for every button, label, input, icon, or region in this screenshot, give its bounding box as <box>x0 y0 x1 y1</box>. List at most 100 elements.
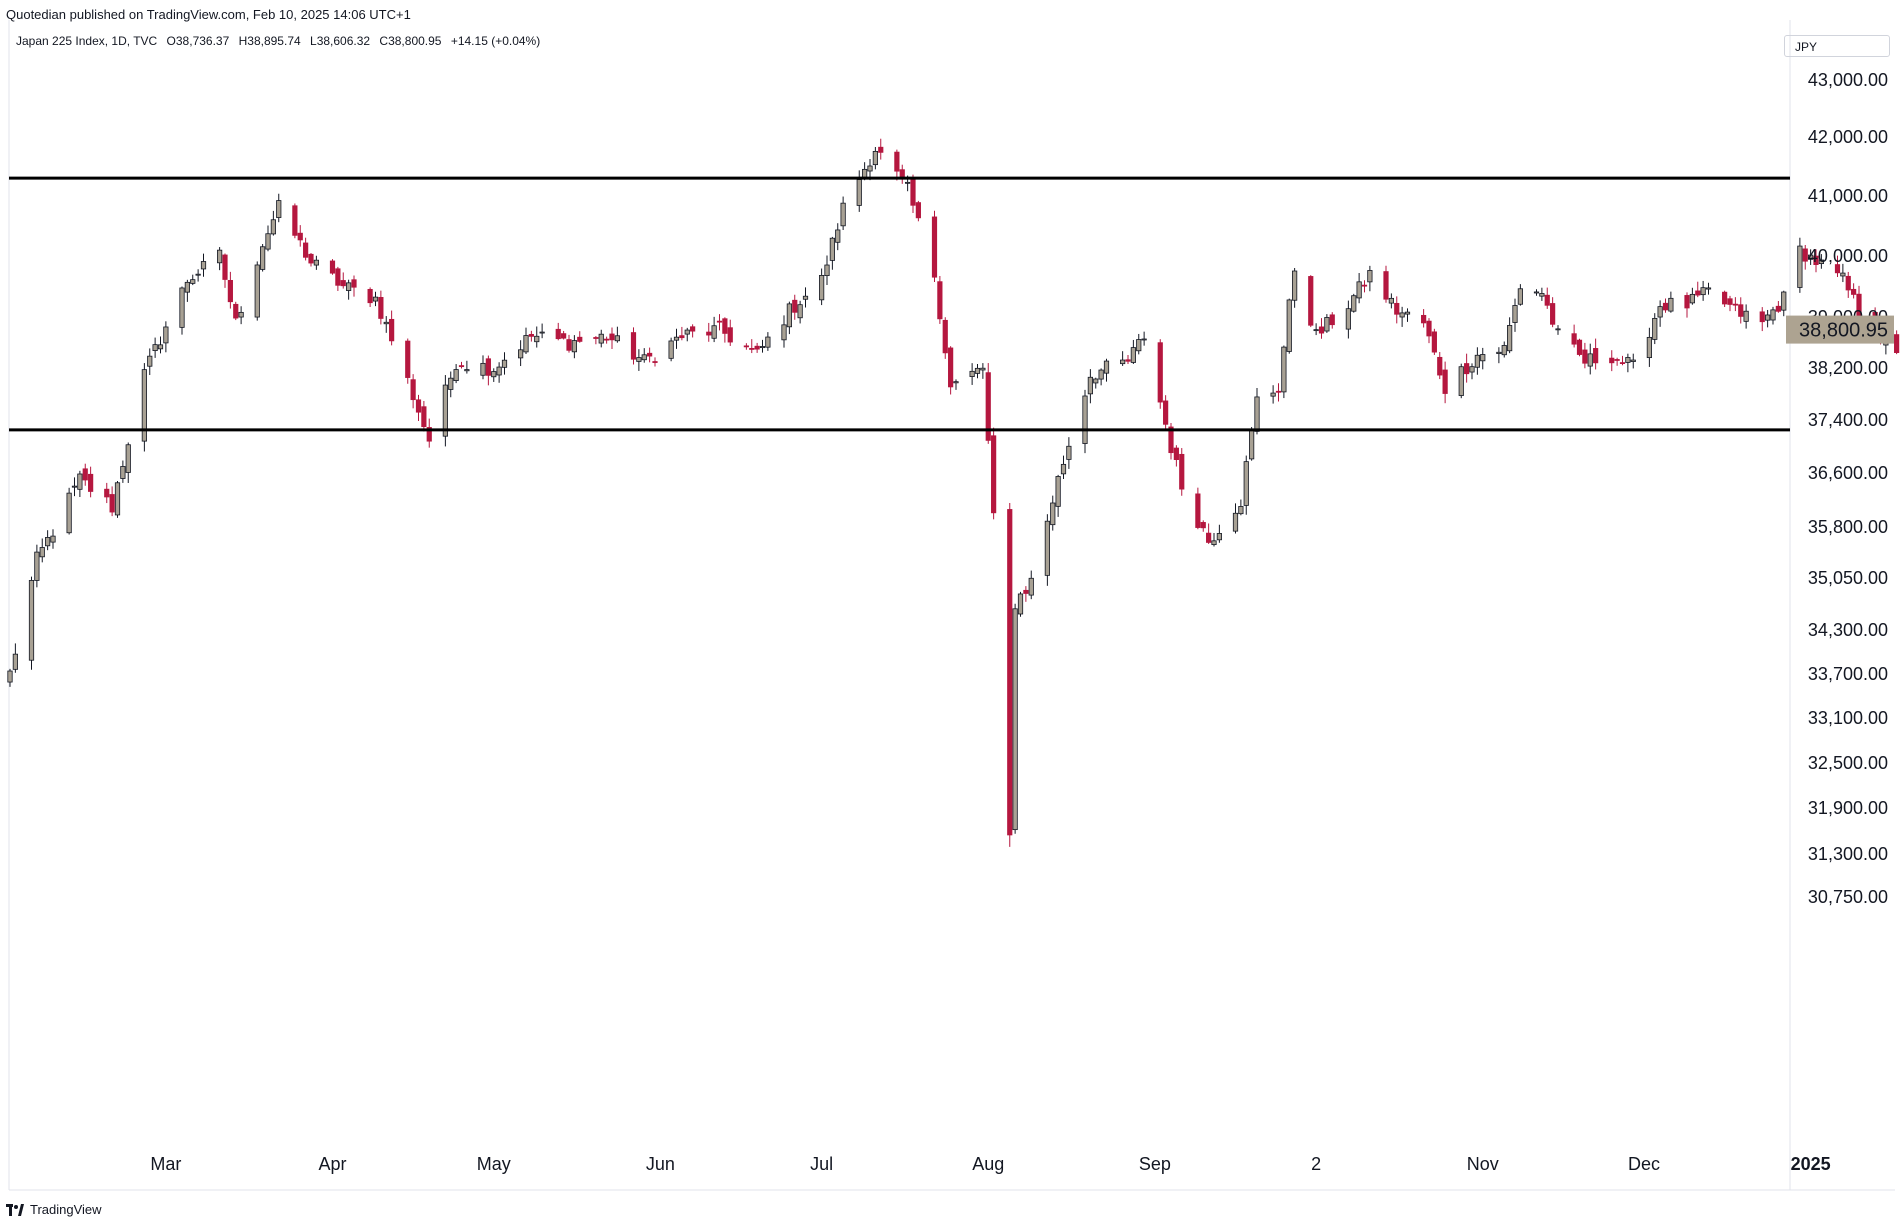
candle-body <box>265 233 271 250</box>
candle-body <box>1797 245 1803 288</box>
candle-body <box>351 279 357 288</box>
candle-body <box>1275 390 1282 393</box>
candle-body <box>1474 354 1480 368</box>
candle-body <box>1211 540 1217 546</box>
candle-body <box>496 366 502 376</box>
candle-body <box>1404 311 1411 315</box>
candle-body <box>1539 293 1545 297</box>
candle-body <box>405 340 411 378</box>
candle-body <box>652 361 658 363</box>
ohlc-legend: Japan 225 Index, 1D, TVC O38,736.37 H38,… <box>16 34 546 48</box>
candle-body <box>985 372 991 441</box>
candle-body <box>539 331 545 334</box>
candle-body <box>829 237 835 261</box>
x-tick-label: May <box>477 1154 511 1174</box>
candle-body <box>980 367 986 371</box>
candle-body <box>1206 532 1212 543</box>
currency-selector[interactable]: JPY <box>1784 35 1890 57</box>
candle-body <box>1533 291 1540 294</box>
candle-body <box>1442 369 1448 394</box>
candle-body <box>878 146 884 153</box>
candle-body <box>690 326 696 332</box>
candle-body <box>1593 348 1599 364</box>
candle-body <box>593 337 599 339</box>
candle-body <box>233 303 239 319</box>
candle-body <box>1399 312 1405 318</box>
candle-body <box>141 369 147 442</box>
candle-body <box>77 473 83 490</box>
candle-body <box>1254 396 1260 432</box>
candle-body <box>566 339 572 351</box>
candle-body <box>34 551 40 581</box>
candle-body <box>1195 493 1201 528</box>
candle-body <box>1017 593 1024 615</box>
candle-body <box>1066 445 1072 460</box>
last-price-label: 38,800.95 <box>1799 320 1888 342</box>
candle-body <box>1818 259 1824 265</box>
candle-body <box>1544 294 1550 306</box>
candle-body <box>1722 291 1728 305</box>
candle-body <box>491 371 497 378</box>
candle-body <box>1238 506 1244 515</box>
candle-body <box>1007 509 1013 836</box>
candle-body <box>458 365 465 368</box>
candle-body <box>254 264 260 318</box>
candle-body <box>303 242 309 258</box>
candle-body <box>706 331 712 336</box>
last-price-layer: 38,800.95 <box>1786 315 1894 344</box>
candle-body <box>1329 314 1335 326</box>
candle-body <box>1775 305 1781 312</box>
x-tick-label: Jul <box>810 1154 833 1174</box>
candle-body <box>109 494 115 513</box>
open-value: O38,736.37 <box>166 34 230 48</box>
candle-body <box>636 357 642 362</box>
candle-body <box>372 296 379 302</box>
candle-body <box>867 165 873 172</box>
candle-body <box>125 444 131 473</box>
candle-body <box>367 288 373 304</box>
tradingview-logo-icon <box>6 1203 24 1216</box>
candle-body <box>1281 346 1287 393</box>
candle-body <box>1464 363 1470 375</box>
candle-body <box>862 168 868 178</box>
candle-body <box>1813 255 1819 266</box>
candle-body <box>781 324 787 341</box>
candle-body <box>1313 329 1319 332</box>
candle-body <box>415 399 422 413</box>
candle-body <box>792 299 798 313</box>
candle-body <box>1324 317 1330 332</box>
candle-body <box>66 492 72 534</box>
candle-body <box>1243 461 1249 506</box>
candle-body <box>749 348 755 350</box>
candle-body <box>1130 347 1136 363</box>
candle-body <box>1120 359 1126 365</box>
y-tick-label: 37,400.00 <box>1808 410 1888 430</box>
candle-body <box>1684 295 1690 309</box>
candle-body <box>1292 270 1298 301</box>
y-tick-label: 38,200.00 <box>1808 358 1888 378</box>
candle-body <box>1060 463 1067 475</box>
candle-body <box>1437 356 1443 376</box>
candle-body <box>39 547 45 558</box>
candle-body <box>1383 271 1389 300</box>
candle-body <box>1356 281 1362 299</box>
y-tick-label: 40,000.00 <box>1808 246 1888 266</box>
candle-body <box>786 303 792 328</box>
x-tick-label: Jun <box>646 1154 675 1174</box>
candle-body <box>1458 366 1464 396</box>
candle-body <box>442 384 448 437</box>
candle-body <box>722 318 728 334</box>
candle-body <box>910 177 916 206</box>
candle-body <box>1136 339 1142 352</box>
candle-body <box>313 259 319 266</box>
x-tick-label: Nov <box>1467 1154 1499 1174</box>
candle-body <box>609 333 615 341</box>
y-tick-label: 35,050.00 <box>1808 568 1888 588</box>
candle-body <box>1609 357 1615 364</box>
candle-body <box>163 326 169 344</box>
candle-body <box>819 275 825 301</box>
candle-body <box>1023 589 1029 594</box>
x-tick-label: Aug <box>972 1154 1004 1174</box>
candle-body <box>1469 366 1475 373</box>
